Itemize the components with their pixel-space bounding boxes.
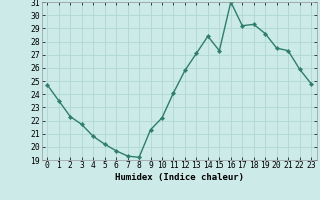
- X-axis label: Humidex (Indice chaleur): Humidex (Indice chaleur): [115, 173, 244, 182]
